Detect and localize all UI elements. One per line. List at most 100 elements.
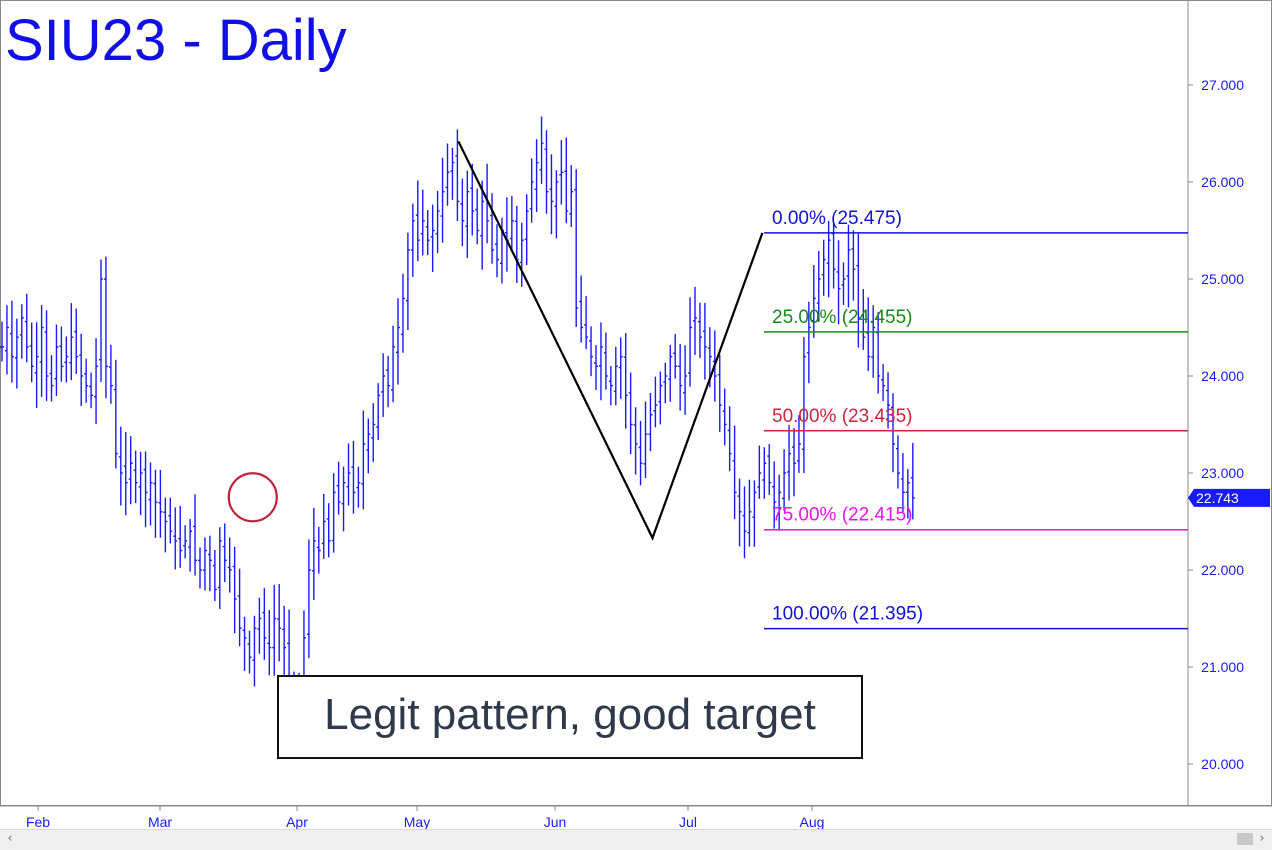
price-bar [643, 401, 648, 479]
price-bar [697, 302, 702, 359]
price-bar [678, 343, 683, 411]
price-bar [84, 358, 89, 403]
price-bar [796, 415, 801, 473]
price-bar [589, 326, 594, 377]
horizontal-scrollbar[interactable]: ‹ › [0, 829, 1272, 850]
x-tick-label: Apr [286, 814, 308, 829]
price-bar [539, 116, 544, 184]
price-bar [811, 265, 816, 338]
price-bar [54, 324, 59, 396]
price-bar [247, 630, 252, 674]
price-bar [727, 406, 732, 472]
price-bar [103, 256, 108, 399]
price-bar [227, 537, 232, 593]
price-bar [717, 354, 722, 433]
price-bar [341, 466, 346, 532]
y-tick-label: 21.000 [1201, 659, 1244, 675]
price-bar [381, 353, 386, 417]
price-bar [544, 130, 549, 214]
price-bar [178, 505, 183, 568]
scroll-thumb[interactable] [1237, 833, 1253, 845]
price-bar [158, 469, 163, 538]
price-bar [801, 337, 806, 474]
price-bar [128, 436, 133, 505]
price-bar [326, 503, 331, 558]
price-bar [123, 432, 128, 516]
price-bar [905, 469, 910, 519]
abc-pattern-line [457, 140, 764, 541]
x-tick-label: Jul [679, 814, 697, 829]
price-bar [594, 345, 598, 390]
price-bar [584, 296, 589, 350]
price-bar [4, 305, 9, 375]
price-bar [331, 473, 336, 553]
price-bar [806, 301, 811, 384]
price-bar [688, 297, 693, 387]
price-bar [212, 549, 217, 602]
price-bar [272, 584, 277, 676]
y-tick-label: 24.000 [1201, 368, 1244, 384]
price-bar [747, 479, 752, 547]
retracement-label: 50.00% (23.435) [772, 406, 913, 427]
price-bar [866, 297, 871, 372]
price-bar [683, 345, 688, 415]
price-bar [39, 305, 44, 397]
price-bar [569, 165, 574, 228]
price-bar [450, 147, 455, 200]
price-bar [846, 224, 851, 308]
price-bar [787, 424, 792, 501]
price-bar [658, 371, 663, 425]
price-bar [24, 293, 29, 363]
price-bar [361, 410, 366, 510]
retracement-label: 75.00% (22.415) [772, 505, 913, 526]
price-bar [782, 449, 787, 511]
price-bar [460, 178, 465, 247]
price-bar [371, 403, 376, 462]
price-bar [74, 308, 79, 374]
price-bar [861, 289, 866, 350]
price-bar [430, 204, 435, 272]
price-bar [163, 497, 168, 553]
price-bar [608, 365, 613, 406]
last-price-tag: 22.743 [1188, 488, 1270, 507]
price-bar [346, 443, 351, 506]
retracement-label: 100.00% (21.395) [772, 604, 923, 625]
price-bar [64, 336, 69, 383]
price-bar [767, 444, 772, 495]
price-bar [722, 388, 727, 446]
price-bar [420, 189, 425, 256]
scroll-left-arrow-icon[interactable]: ‹ [7, 831, 13, 846]
price-bar [475, 188, 480, 245]
price-bar [509, 196, 514, 252]
price-bars [0, 116, 915, 752]
price-bar [598, 322, 603, 401]
plot-frame [0, 0, 1272, 806]
price-bar [534, 139, 539, 213]
retracement-levels: 0.00% (25.475) 25.00% (24.455) 50.00% (23.… [764, 208, 1188, 630]
price-bar [143, 451, 148, 528]
price-bar [603, 332, 608, 390]
price-bar [871, 305, 876, 378]
y-tick-label: 22.000 [1201, 562, 1244, 578]
price-bar [633, 407, 638, 475]
price-bar [188, 519, 193, 572]
price-bar [14, 318, 19, 389]
price-bar [391, 325, 396, 403]
price-bar [183, 525, 188, 559]
price-chart: 0.00% (25.475) 25.00% (24.455) 50.00% (23.… [0, 0, 1272, 829]
price-bar [237, 568, 242, 647]
price-bar [168, 497, 173, 544]
scroll-right-arrow-icon[interactable]: › [1259, 831, 1265, 846]
highlight-circle [227, 472, 278, 523]
price-bar [732, 425, 737, 520]
price-bar [138, 451, 143, 516]
price-bar [638, 420, 643, 486]
price-bar [405, 232, 410, 331]
price-bar [490, 193, 495, 264]
price-bar [108, 344, 113, 404]
price-bar [549, 154, 554, 235]
price-bar [410, 203, 415, 277]
price-bar [118, 426, 123, 506]
price-bar [628, 372, 633, 455]
price-bar [252, 615, 257, 687]
